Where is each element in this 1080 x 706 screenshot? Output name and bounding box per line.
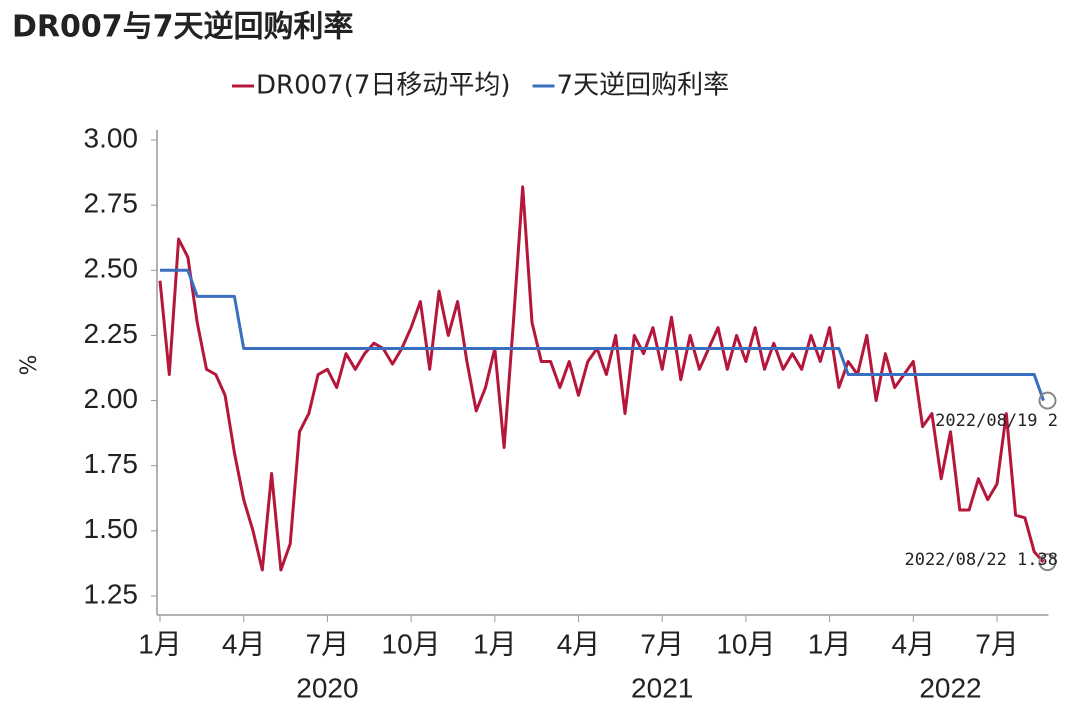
x-tick-label: 7月 [306, 628, 350, 659]
annotation: 2022/08/19 2 [935, 411, 1058, 431]
x-tick-label: 7月 [640, 628, 684, 659]
x-tick-label: 10月 [382, 628, 441, 659]
y-tick-label: 2.00 [84, 383, 139, 414]
legend-label: DR007(7日移动平均) [256, 71, 511, 101]
y-tick-label: 1.75 [84, 448, 139, 479]
chart-title: DR007与7天逆回购利率 [12, 10, 354, 45]
series-line [160, 268, 1045, 402]
y-tick-label: 2.25 [84, 318, 139, 349]
year-label: 2020 [296, 672, 358, 703]
x-tick-label: 10月 [716, 628, 775, 659]
legend-label: 7天逆回购利率 [557, 71, 730, 101]
end-marker [1038, 391, 1057, 410]
y-tick-label: 1.50 [84, 513, 139, 544]
x-tick-label: 4月 [222, 628, 266, 659]
y-tick-label: 3.00 [84, 122, 139, 153]
x-tick-label: 4月 [557, 628, 601, 659]
year-label: 2021 [631, 672, 693, 703]
x-tick-label: 1月 [138, 628, 182, 659]
year-label: 2022 [919, 672, 981, 703]
y-tick-label: 1.25 [84, 578, 139, 609]
x-tick-label: 1月 [808, 628, 852, 659]
y-axis-label: % [17, 355, 42, 376]
annotation: 2022/08/22 1.38 [904, 550, 1058, 570]
y-tick-label: 2.50 [84, 253, 139, 284]
x-tick-label: 4月 [892, 628, 936, 659]
end-marker [1038, 553, 1057, 572]
x-tick-label: 1月 [473, 628, 517, 659]
series-line [158, 185, 1045, 572]
y-tick-label: 2.75 [84, 188, 139, 219]
x-tick-label: 7月 [975, 628, 1019, 659]
